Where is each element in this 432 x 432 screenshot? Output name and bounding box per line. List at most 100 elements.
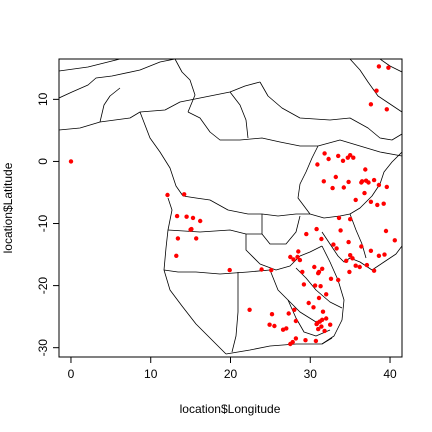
data-point-43: [364, 262, 370, 268]
data-point-80: [313, 338, 319, 344]
data-point-95: [227, 267, 232, 273]
data-point-3: [374, 88, 379, 93]
data-point-26: [375, 202, 380, 208]
x-tick-label-10: 10: [144, 367, 158, 381]
x-tick-label-30: 30: [304, 367, 318, 381]
data-point-64: [318, 284, 323, 289]
data-point-110: [363, 167, 368, 172]
data-point-32: [338, 228, 343, 233]
data-point-8: [340, 158, 346, 163]
data-point-87: [293, 318, 299, 324]
data-point-104: [190, 215, 196, 221]
data-point-96: [174, 213, 180, 219]
y-tick-label-10: 10: [36, 92, 50, 106]
data-point-98: [198, 218, 203, 224]
data-point-69: [311, 305, 316, 310]
data-point-13: [315, 162, 320, 167]
data-point-91: [267, 322, 272, 327]
data-point-38: [344, 258, 349, 263]
data-point-15: [321, 179, 326, 184]
y-tick-label-0: 0: [36, 158, 50, 165]
data-point-103: [182, 192, 187, 197]
data-point-65: [312, 283, 318, 288]
data-point-48: [383, 228, 389, 234]
data-point-1: [376, 64, 382, 69]
data-point-12: [322, 151, 327, 156]
data-point-27: [381, 201, 386, 206]
data-point-74: [319, 324, 324, 329]
data-point-68: [306, 300, 311, 306]
data-point-45: [376, 253, 382, 258]
data-point-17: [346, 179, 351, 185]
data-point-70: [320, 309, 326, 314]
data-point-22: [371, 177, 377, 183]
data-point-7: [348, 153, 353, 158]
x-axis: 0 10 20 30 40: [68, 357, 397, 381]
data-point-81: [303, 338, 308, 343]
data-point-56: [297, 257, 303, 263]
data-point-79: [320, 317, 325, 322]
data-point-102: [165, 192, 170, 198]
data-point-35: [346, 239, 351, 245]
x-axis-title: location$Longitude: [180, 402, 281, 416]
data-point-109: [301, 282, 307, 287]
data-point-52: [319, 236, 324, 242]
data-point-75: [315, 320, 320, 326]
data-point-100: [194, 236, 199, 241]
data-point-66: [324, 292, 329, 297]
data-point-88: [286, 311, 291, 316]
data-point-106: [188, 227, 193, 232]
y-axis-title: location$Latitude: [1, 162, 15, 253]
data-point-44: [371, 268, 377, 273]
data-point-46: [382, 252, 387, 257]
data-point-41: [336, 277, 341, 283]
data-point-50: [359, 244, 364, 249]
data-point-53: [304, 231, 309, 237]
data-point-105: [174, 253, 179, 258]
data-point-71: [324, 316, 329, 321]
data-point-62: [320, 266, 325, 271]
y-tick-label--10: -10: [36, 215, 50, 233]
data-point-49: [368, 248, 374, 253]
data-point-90: [269, 312, 275, 317]
data-point-101: [175, 236, 181, 241]
data-point-42: [357, 264, 362, 270]
data-point-29: [353, 197, 358, 203]
data-point-11: [336, 153, 341, 159]
data-point-2: [386, 65, 391, 70]
data-point-63: [328, 276, 334, 281]
data-point-36: [350, 256, 355, 261]
data-point-60: [312, 264, 317, 270]
data-point-84: [288, 341, 293, 347]
data-point-37: [348, 253, 353, 258]
data-point-93: [269, 267, 274, 273]
basemap-borders: [59, 59, 402, 355]
data-point-33: [331, 242, 336, 247]
data-point-24: [384, 184, 389, 190]
x-tick-label-40: 40: [383, 367, 397, 381]
x-tick-label-0: 0: [68, 367, 75, 381]
data-point-40: [347, 269, 352, 275]
data-point-47: [392, 238, 397, 243]
data-point-9: [351, 155, 356, 160]
data-point-54: [296, 249, 301, 254]
data-point-97: [184, 214, 189, 219]
data-point-34: [334, 246, 339, 251]
data-point-57: [291, 257, 296, 262]
data-point-16: [330, 185, 335, 191]
data-point-82: [293, 336, 299, 341]
data-point-55: [288, 254, 293, 260]
data-point-4: [384, 107, 389, 112]
data-point-86: [280, 327, 286, 332]
data-point-51: [314, 226, 319, 232]
data-point-21: [366, 180, 371, 185]
data-point-107: [272, 323, 277, 329]
data-point-89: [292, 307, 297, 312]
data-point-94: [259, 267, 264, 272]
data-point-30: [348, 217, 353, 222]
data-point-39: [353, 263, 358, 268]
data-point-31: [336, 215, 342, 221]
data-point-76: [316, 326, 321, 332]
